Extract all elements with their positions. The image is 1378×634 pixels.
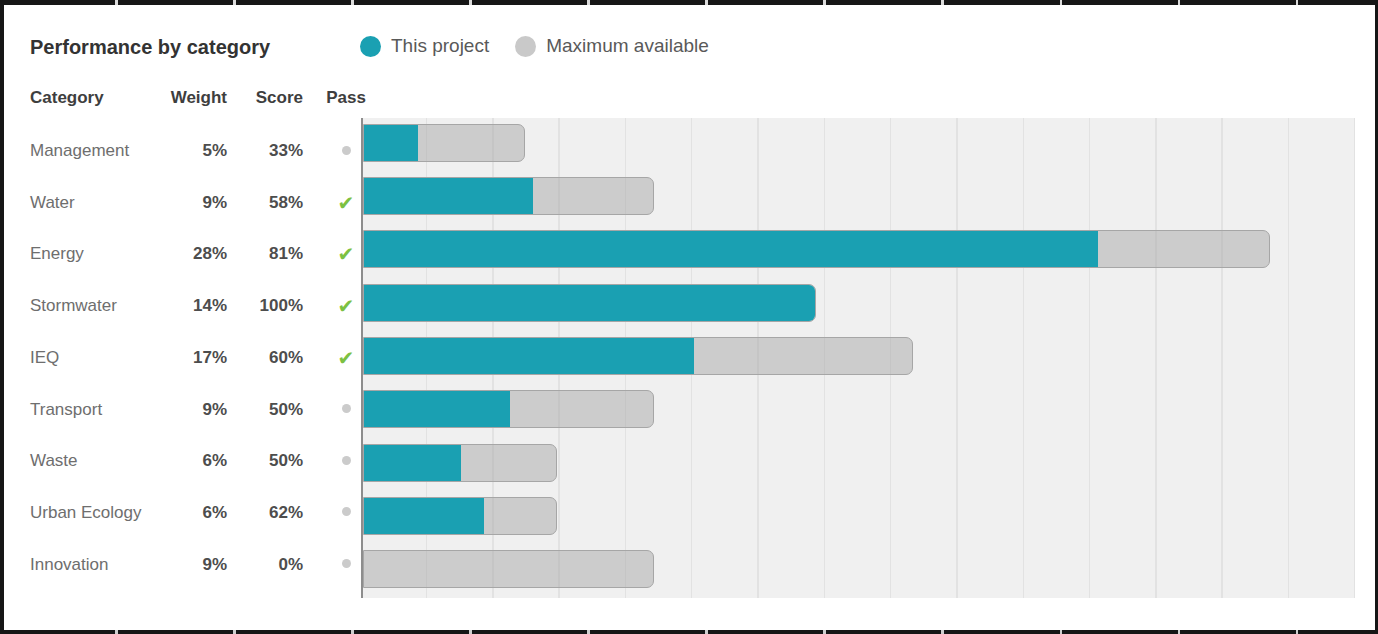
pass-check-icon: ✔	[338, 192, 355, 214]
this-project-bar	[363, 444, 461, 482]
score-value: 50%	[237, 399, 303, 421]
score-value: 60%	[237, 347, 303, 369]
column-header-pass: Pass	[324, 88, 368, 108]
chart-title: Performance by category	[30, 36, 270, 59]
table-row: Transport9%50%	[0, 399, 368, 421]
fail-dot-icon	[342, 404, 351, 413]
weight-value: 6%	[120, 450, 227, 472]
weight-value: 28%	[120, 243, 227, 265]
bar-chart-plot-area	[361, 118, 1355, 598]
chart-legend: This project Maximum available	[360, 35, 709, 57]
table-row: Waste6%50%	[0, 450, 368, 472]
performance-report-card: Performance by category This project Max…	[0, 0, 1378, 634]
max-available-bar	[363, 177, 654, 215]
this-project-bar	[363, 390, 510, 428]
table-row: Innovation9%0%	[0, 554, 368, 576]
score-value: 100%	[237, 295, 303, 317]
column-header-score: Score	[237, 88, 303, 108]
max-available-bar	[363, 497, 557, 535]
max-available-bar	[363, 444, 557, 482]
table-row: Urban Ecology6%62%	[0, 502, 368, 524]
legend-item-maximum-available: Maximum available	[515, 35, 709, 57]
column-header-weight: Weight	[120, 88, 227, 108]
max-available-bar	[363, 284, 816, 322]
table-row: Management5%33%	[0, 140, 368, 162]
score-value: 33%	[237, 140, 303, 162]
table-row: Energy28%81%✔	[0, 243, 368, 265]
legend-item-this-project: This project	[360, 35, 489, 57]
score-value: 62%	[237, 502, 303, 524]
max-available-bar	[363, 230, 1270, 268]
fail-dot-icon	[342, 146, 351, 155]
maximum-available-dot-icon	[515, 36, 536, 57]
this-project-bar	[363, 177, 533, 215]
pass-check-icon: ✔	[338, 243, 355, 265]
this-project-dot-icon	[360, 36, 381, 57]
weight-value: 17%	[120, 347, 227, 369]
weight-value: 9%	[120, 399, 227, 421]
this-project-bar	[363, 230, 1098, 268]
max-available-bar	[363, 550, 654, 588]
this-project-bar	[363, 337, 694, 375]
weight-value: 5%	[120, 140, 227, 162]
weight-value: 9%	[120, 554, 227, 576]
weight-value: 14%	[120, 295, 227, 317]
this-project-bar	[363, 497, 484, 535]
score-value: 81%	[237, 243, 303, 265]
weight-value: 6%	[120, 502, 227, 524]
legend-label-maximum-available: Maximum available	[546, 35, 709, 57]
score-value: 58%	[237, 192, 303, 214]
frame-bottom-border	[0, 630, 1378, 634]
fail-dot-icon	[342, 456, 351, 465]
score-value: 50%	[237, 450, 303, 472]
fail-dot-icon	[342, 507, 351, 516]
weight-value: 9%	[120, 192, 227, 214]
this-project-bar	[363, 124, 418, 162]
table-row: Water9%58%✔	[0, 192, 368, 214]
legend-label-this-project: This project	[391, 35, 489, 57]
pass-check-icon: ✔	[338, 347, 355, 369]
this-project-bar	[363, 284, 816, 322]
max-available-bar	[363, 390, 654, 428]
frame-top-border	[0, 0, 1378, 5]
table-row: IEQ17%60%✔	[0, 347, 368, 369]
score-value: 0%	[237, 554, 303, 576]
pass-check-icon: ✔	[338, 295, 355, 317]
fail-dot-icon	[342, 559, 351, 568]
max-available-bar	[363, 337, 913, 375]
table-row: Stormwater14%100%✔	[0, 295, 368, 317]
max-available-bar	[363, 124, 525, 162]
